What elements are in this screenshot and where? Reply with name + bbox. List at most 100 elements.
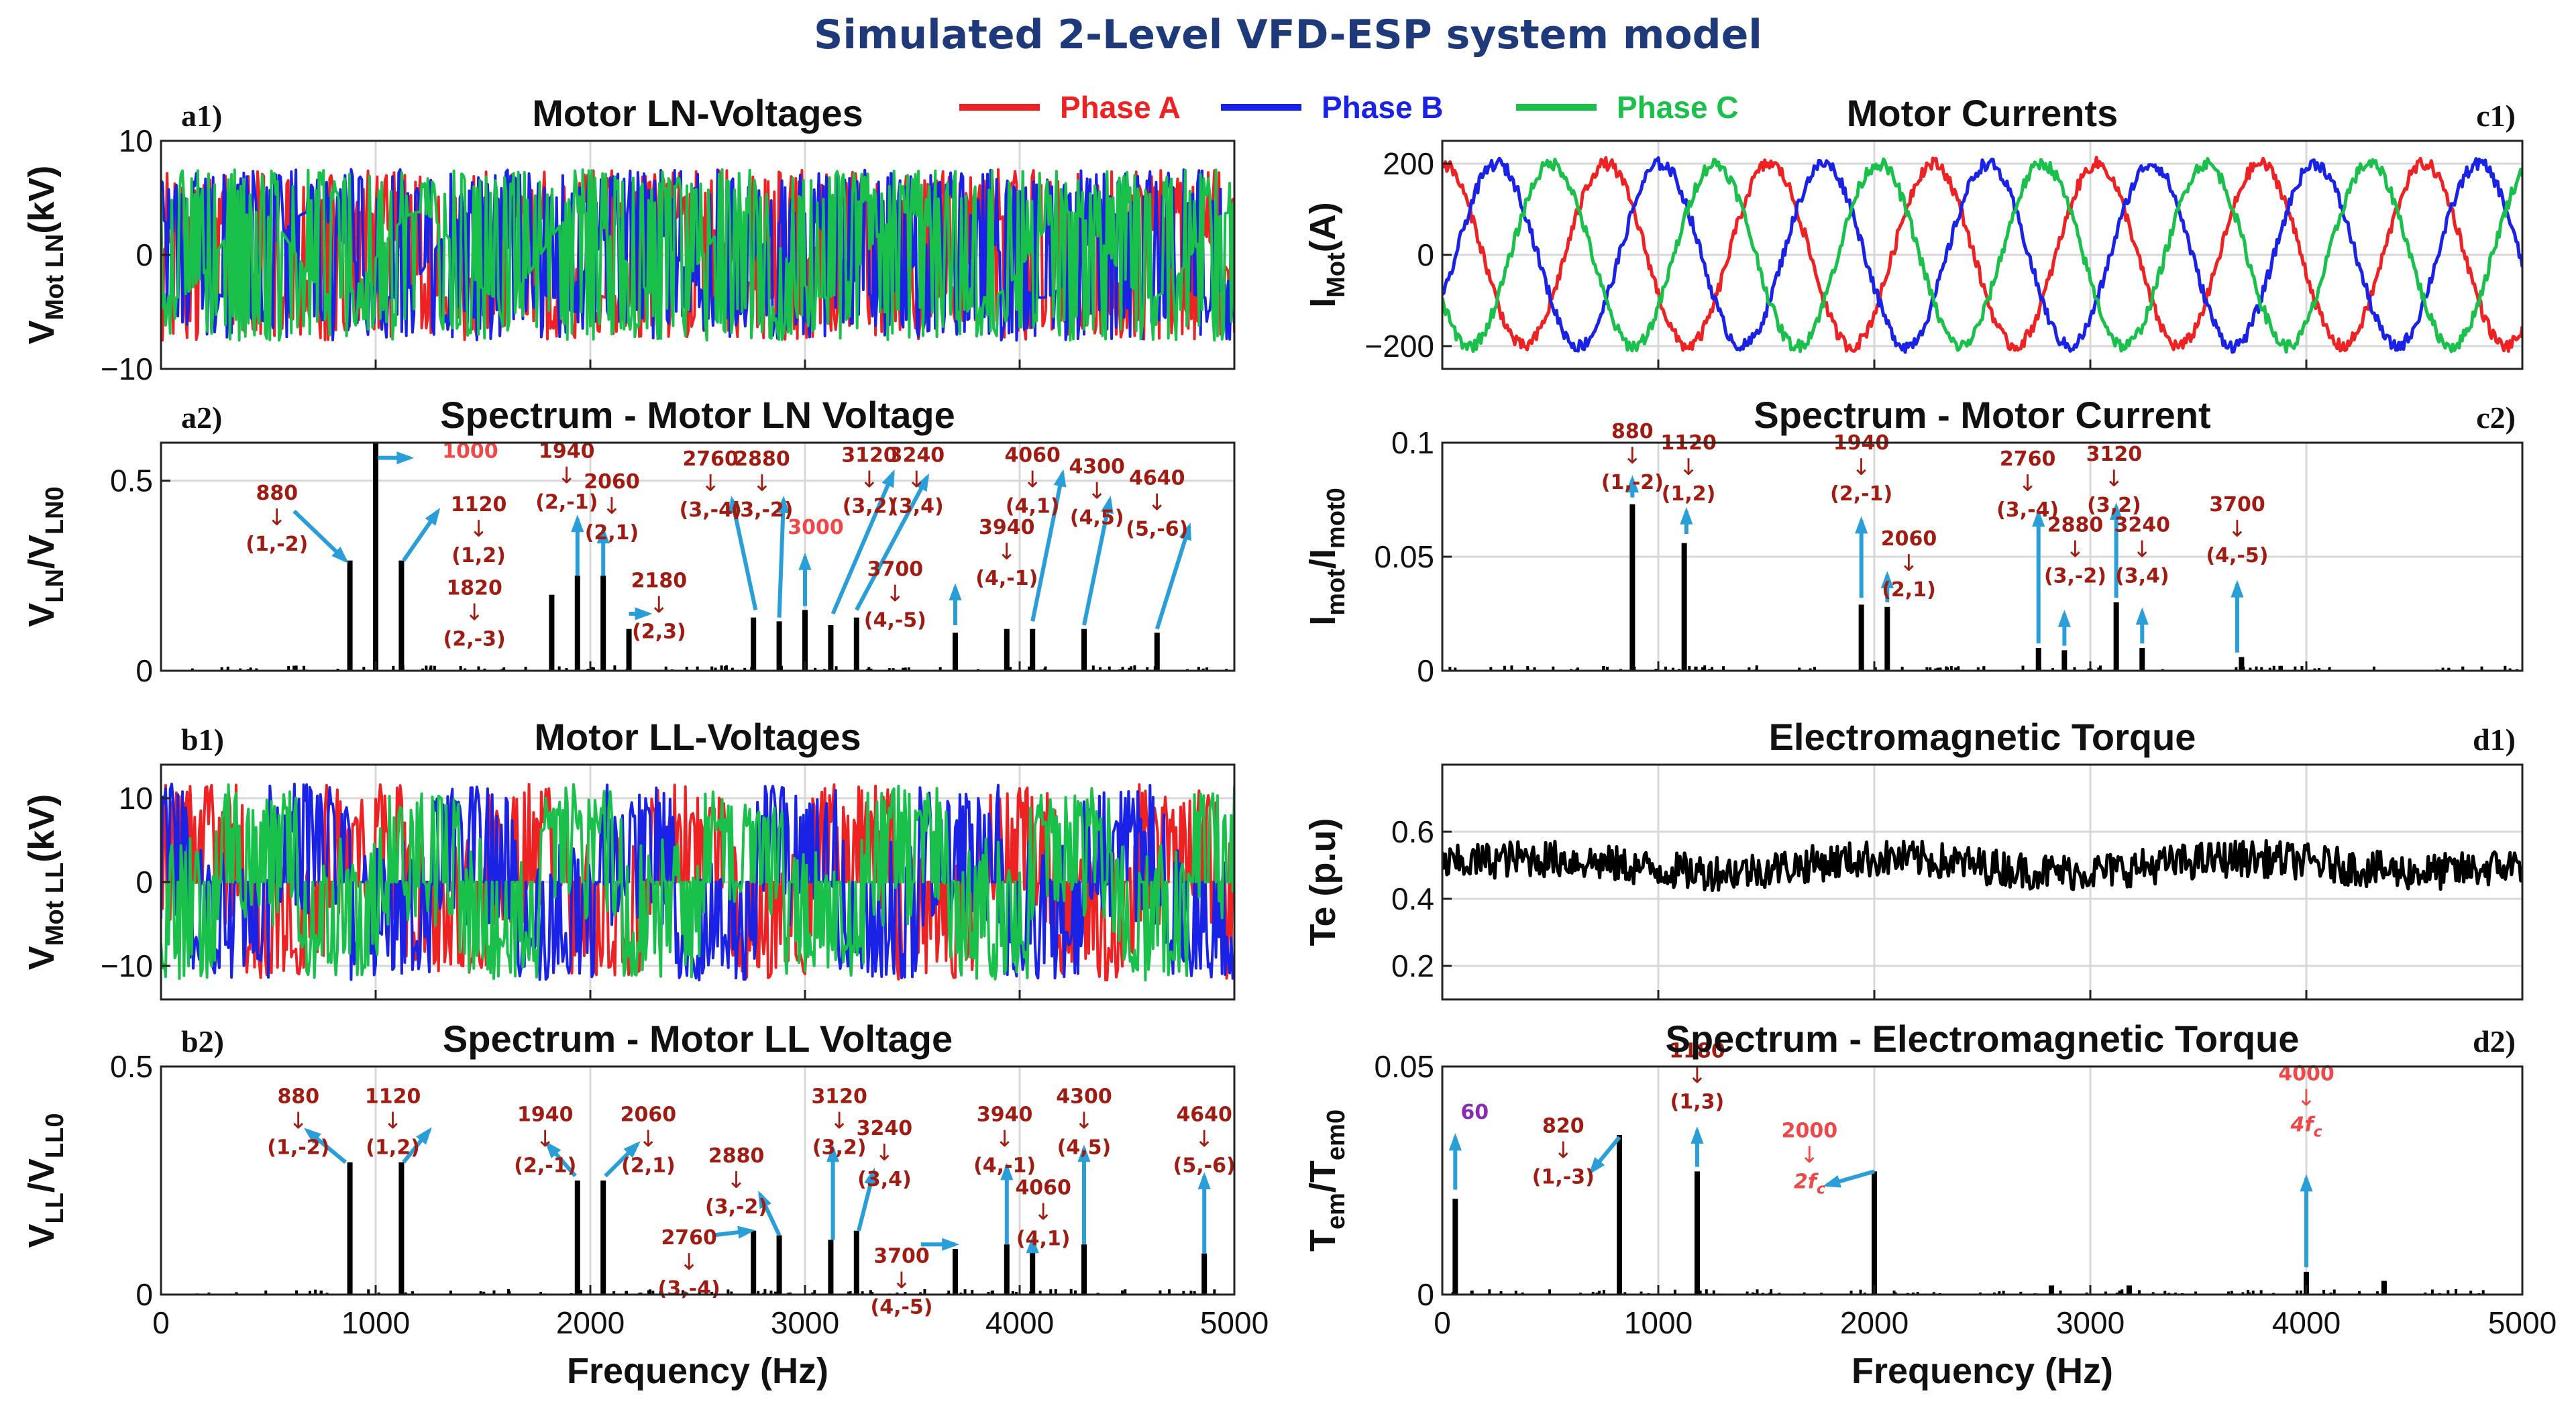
axes-box (160, 441, 1236, 672)
x-tick-label: 3000 (771, 1305, 839, 1340)
annotation-down-arrow: ↓ (1679, 454, 1699, 481)
annotation-arrowhead (1179, 522, 1192, 541)
panel-label: b2) (181, 1024, 224, 1058)
bar-4300 (1081, 628, 1087, 671)
annotation-order: (3,2) (812, 1136, 867, 1159)
annotation-arrowhead (942, 1238, 959, 1251)
annotation-order: (2,-3) (443, 628, 506, 651)
annotation-order: (2,1) (585, 521, 639, 545)
annotation-order: (4,-1) (975, 567, 1038, 590)
annotation-order: (1,-2) (1601, 471, 1664, 494)
y-axis-label: VMot LN(kV) (21, 166, 69, 345)
annotation-freq: 880 (256, 482, 298, 505)
figure-title: Simulated 2-Level VFD-ESP system model (814, 11, 1762, 58)
bar-2880 (776, 1235, 782, 1295)
y-tick-label: 0 (136, 653, 153, 688)
annotation-freq: 880 (1611, 420, 1654, 443)
annotation-order: (4,5) (1057, 1136, 1112, 1159)
annotation-order: (1,3) (1670, 1090, 1725, 1113)
annotation-arrowhead (1680, 507, 1693, 525)
y-tick-label: 0 (1417, 237, 1434, 272)
series-phase-c (161, 168, 1234, 342)
annotation-arrow (777, 499, 786, 618)
panel-title: Spectrum - Motor LN Voltage (440, 394, 955, 436)
annotation-freq: 2760 (682, 447, 739, 471)
panel-d2: 60820↓(1,-3)1180↓(1,3)2000↓2fc4000↓4fc00… (1303, 1018, 2557, 1391)
plot-area (1442, 1066, 2522, 1295)
annotation-arrowhead (1197, 1172, 1211, 1190)
annotation-down-arrow: ↓ (557, 463, 577, 490)
panel-a1: −10 0 10 Motor LN-Voltages a1) VMot LN(kV) (21, 92, 1236, 386)
annotation-down-arrow: ↓ (2228, 516, 2247, 543)
annotation-order: (2,-1) (1830, 482, 1892, 506)
y-tick-label: −10 (101, 948, 153, 983)
bar-3240 (853, 1230, 859, 1295)
annotation-down-arrow: ↓ (995, 1126, 1014, 1153)
annotation-down-arrow: ↓ (998, 539, 1017, 565)
panel-c1: −200 0 200 Motor Currents c1) IMot(A) (1303, 92, 2524, 370)
annotation-order: (1,-2) (267, 1136, 329, 1159)
annotation-arrowhead (1053, 469, 1067, 488)
panel-b1: −10 0 10 Motor LL-Voltages b1) VMot LL(kV) (21, 716, 1236, 1001)
annotation-down-arrow: ↓ (289, 1107, 309, 1134)
series-group (1442, 156, 2522, 354)
x-axis-label: Frequency (Hz) (1851, 1351, 2113, 1391)
legend-label-2: Phase B (1322, 90, 1444, 125)
annotation-order: (1,2) (1662, 482, 1716, 506)
bar-2760 (751, 1230, 757, 1295)
annotation-freq: 1120 (365, 1085, 421, 1108)
annotation-arrowhead (1625, 475, 1639, 493)
annotation-arrowhead (416, 1127, 432, 1145)
annotation-arrowhead (1823, 1175, 1841, 1188)
annotation-arrow (1082, 499, 1112, 626)
panel-d1: 0.2 0.4 0.6 Electromagnetic Torque d1) Te (p.… (1303, 716, 2524, 1001)
bar-2000 (1872, 1171, 1877, 1295)
annotation-down-arrow: ↓ (680, 1249, 699, 1276)
annotation-order: (2,-1) (514, 1154, 576, 1178)
annotation-order: (1,2) (451, 544, 506, 567)
annotation-order: (3,-4) (1996, 498, 2059, 522)
annotation-down-arrow: ↓ (1087, 478, 1107, 504)
annotation-arrowhead (425, 508, 441, 526)
bar-4060 (1030, 1244, 1036, 1295)
series-phase-a (1442, 156, 2522, 353)
bar-3240 (853, 617, 859, 671)
annotation-down-arrow: ↓ (875, 1140, 894, 1166)
annotation-arrowhead (545, 1141, 561, 1158)
y-tick-label: 0.6 (1391, 814, 1434, 849)
y-axis-label: VLN/VLN0 (21, 486, 69, 627)
panel-title: Motor LL-Voltages (534, 716, 861, 758)
bar-4060 (1030, 628, 1036, 671)
bar-880 (347, 1162, 353, 1295)
bar-4000 (2304, 1272, 2309, 1295)
annotation-arrowhead (915, 473, 930, 492)
annotation-down-arrow: ↓ (753, 470, 772, 497)
annotation-arrowhead (635, 607, 653, 620)
annotation-order: (3,-4) (658, 1277, 720, 1301)
annotation-freq: 1820 (446, 577, 502, 600)
bar-2060 (600, 1181, 606, 1295)
annotation-order: (4,-5) (864, 608, 926, 632)
annotation-arrowhead (881, 469, 895, 488)
annotations: 880↓(1,-2)1120↓(1,2)1940↓(2,-1)2060↓(2,1… (267, 1085, 1235, 1319)
annotation-down-arrow: ↓ (1851, 454, 1871, 481)
annotation-arrowhead (1026, 1236, 1039, 1254)
annotation-arrowhead (826, 1144, 840, 1162)
annotation-freq: 1120 (451, 493, 507, 516)
y-tick-label: 10 (119, 123, 153, 158)
panel-b2: 880↓(1,-2)1120↓(1,2)1940↓(2,-1)2060↓(2,1… (21, 1018, 1269, 1391)
y-tick-label: −10 (101, 351, 153, 386)
panel-title: Motor LN-Voltages (532, 92, 863, 134)
panel-title: Electromagnetic Torque (1769, 716, 2196, 758)
x-tick-label: 0 (1434, 1305, 1451, 1340)
y-tick-label: 0.5 (110, 1049, 153, 1084)
y-tick-label: 0 (1417, 1277, 1434, 1312)
annotation-freq: 3120 (841, 443, 898, 467)
bar-3000 (802, 610, 808, 671)
annotation-freq: 2060 (621, 1103, 677, 1127)
annotation-order: (1,2) (366, 1136, 420, 1159)
y-tick-label: 0 (136, 865, 153, 899)
annotation-order: (5,-6) (1126, 517, 1188, 541)
annotation-arrowhead (623, 1141, 641, 1158)
annotation-order: (4,-1) (973, 1154, 1036, 1178)
